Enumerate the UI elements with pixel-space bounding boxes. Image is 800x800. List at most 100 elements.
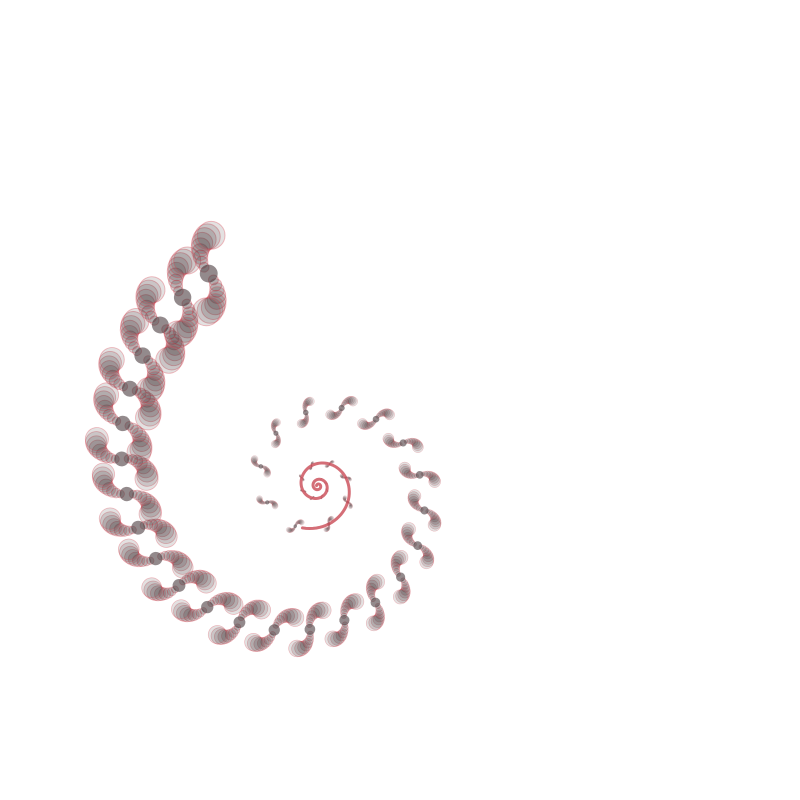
translucent-disc	[421, 554, 435, 567]
translucent-disc	[191, 297, 221, 327]
translucent-disc	[327, 518, 331, 522]
translucent-disc	[368, 421, 375, 428]
translucent-disc	[135, 404, 161, 431]
translucent-disc	[325, 464, 328, 468]
translucent-disc	[176, 605, 193, 622]
translucent-disc	[393, 589, 408, 605]
translucent-disc	[381, 408, 390, 417]
translucent-disc	[138, 276, 166, 304]
motif-knot	[258, 464, 264, 469]
translucent-disc	[348, 477, 352, 481]
translucent-disc	[330, 460, 334, 463]
motif-knot	[399, 439, 407, 447]
translucent-disc	[384, 436, 395, 447]
translucent-disc	[291, 527, 295, 531]
translucent-disc	[374, 611, 385, 623]
motif-knot	[172, 579, 186, 592]
translucent-disc	[362, 421, 371, 430]
translucent-disc	[207, 625, 227, 645]
translucent-disc	[342, 596, 356, 610]
translucent-disc	[264, 468, 271, 474]
translucent-disc	[366, 585, 376, 596]
translucent-disc	[302, 404, 308, 410]
translucent-disc	[330, 411, 339, 420]
translucent-disc	[93, 470, 113, 491]
motif-knot	[134, 347, 151, 364]
translucent-disc	[210, 627, 229, 645]
translucent-disc	[375, 609, 385, 620]
translucent-disc	[310, 603, 326, 618]
translucent-disc	[327, 525, 331, 529]
translucent-disc	[422, 547, 432, 557]
translucent-disc	[131, 427, 147, 443]
translucent-disc	[406, 471, 414, 479]
translucent-disc	[272, 439, 280, 448]
translucent-disc	[331, 460, 335, 464]
translucent-disc	[98, 478, 115, 495]
translucent-disc	[340, 601, 351, 613]
translucent-disc	[300, 639, 313, 652]
translucent-disc	[342, 496, 347, 500]
translucent-disc	[132, 553, 146, 568]
spiral-motif	[250, 455, 271, 478]
translucent-disc	[346, 593, 362, 609]
translucent-disc	[299, 419, 308, 427]
spiral-motif	[288, 601, 332, 658]
translucent-disc	[284, 607, 302, 625]
translucent-disc	[260, 500, 265, 505]
translucent-disc	[342, 496, 347, 501]
translucent-disc	[171, 599, 191, 620]
translucent-disc	[398, 461, 411, 475]
translucent-disc	[424, 470, 431, 478]
translucent-disc	[270, 500, 275, 505]
motif-knot	[119, 486, 134, 502]
translucent-disc	[151, 518, 168, 535]
translucent-disc	[348, 476, 351, 480]
translucent-disc	[271, 439, 280, 449]
translucent-disc	[427, 518, 441, 532]
translucent-disc	[399, 463, 411, 476]
spiral-motif	[141, 569, 217, 602]
translucent-disc	[158, 587, 172, 601]
core-curl	[299, 461, 351, 531]
translucent-disc	[408, 496, 419, 507]
translucent-disc	[122, 330, 139, 347]
translucent-disc	[412, 440, 423, 451]
translucent-disc	[189, 569, 204, 585]
translucent-disc	[370, 614, 385, 628]
translucent-disc	[328, 517, 332, 521]
motif-knot	[199, 264, 218, 283]
translucent-disc	[186, 570, 200, 584]
translucent-disc	[298, 519, 304, 525]
translucent-disc	[264, 467, 270, 473]
translucent-disc	[326, 526, 330, 531]
translucent-disc	[271, 500, 276, 506]
translucent-disc	[428, 473, 440, 484]
translucent-disc	[93, 390, 115, 412]
translucent-disc	[401, 522, 416, 537]
translucent-disc	[257, 497, 263, 504]
translucent-disc	[332, 411, 340, 419]
translucent-disc	[162, 343, 186, 367]
translucent-disc	[404, 534, 413, 544]
translucent-disc	[183, 608, 198, 623]
translucent-disc	[141, 577, 162, 599]
spiral-motif	[382, 432, 424, 453]
translucent-disc	[168, 273, 184, 289]
translucent-disc	[196, 572, 217, 594]
translucent-disc	[340, 605, 350, 615]
translucent-disc	[138, 502, 162, 526]
translucent-disc	[135, 376, 163, 404]
translucent-disc	[264, 469, 271, 477]
translucent-disc	[136, 464, 159, 487]
translucent-disc	[340, 475, 344, 478]
translucent-disc	[303, 398, 312, 406]
spiral-motif	[407, 489, 442, 532]
translucent-disc	[306, 610, 318, 621]
translucent-disc	[407, 493, 419, 505]
translucent-disc	[146, 583, 164, 601]
translucent-disc	[129, 424, 144, 439]
translucent-disc	[369, 573, 385, 590]
translucent-disc	[155, 525, 178, 548]
translucent-disc	[272, 418, 281, 427]
